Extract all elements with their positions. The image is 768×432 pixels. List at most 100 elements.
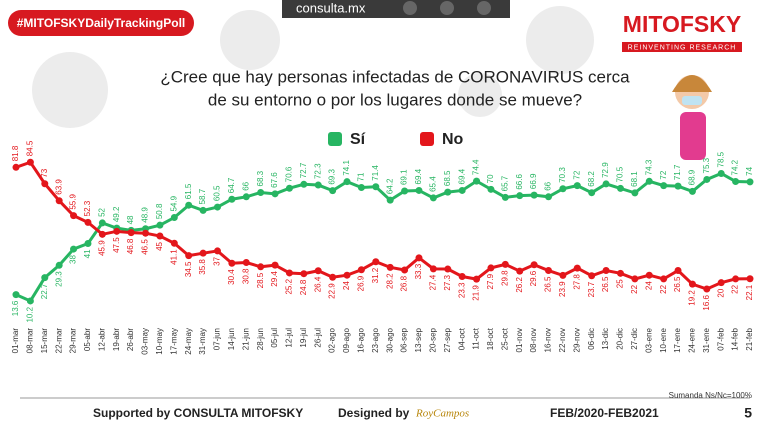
point: [501, 260, 509, 268]
hashtag: #MITOFSKYDailyTrackingPoll: [17, 16, 186, 30]
data-label: 68.1: [630, 171, 639, 187]
x-tick-label: 29-nov: [572, 328, 581, 352]
point: [242, 193, 250, 201]
data-label: 22: [630, 284, 639, 293]
data-label: 26.5: [544, 276, 553, 292]
x-tick-label: 14-feb: [731, 327, 740, 350]
x-tick-label: 31-may: [198, 328, 207, 355]
point: [703, 285, 711, 293]
data-label: 41.1: [169, 249, 178, 265]
data-label: 29.4: [270, 271, 279, 287]
x-tick-label: 22-mar: [54, 328, 63, 354]
data-label: 26.4: [313, 276, 322, 292]
x-tick-label: 05-jul: [270, 328, 279, 348]
point: [314, 181, 322, 189]
x-tick-label: 27-sep: [443, 327, 452, 352]
x-tick-label: 21-jun: [241, 328, 250, 350]
data-label: 19.2: [688, 290, 697, 306]
point: [616, 184, 624, 192]
point: [271, 261, 279, 269]
point: [415, 254, 423, 262]
point: [70, 245, 78, 253]
x-tick-label: 07-feb: [716, 327, 725, 350]
data-label: 72.7: [299, 162, 308, 178]
data-label: 48: [126, 215, 135, 224]
point: [372, 258, 380, 266]
data-label: 27.4: [428, 274, 437, 290]
x-tick-label: 08-nov: [529, 328, 538, 352]
data-label: 55.9: [69, 194, 78, 210]
x-tick-label: 12-jul: [285, 328, 294, 348]
data-label: 38: [69, 255, 78, 264]
icon-twitter[interactable]: [403, 1, 417, 15]
chart-subtitle: de su entorno o por los lugares donde se…: [208, 90, 582, 109]
x-tick-label: 26-jul: [313, 328, 322, 348]
point: [156, 232, 164, 240]
point: [386, 263, 394, 271]
point: [746, 178, 754, 186]
point: [213, 247, 221, 255]
data-label: 37: [213, 256, 222, 265]
x-tick-label: 24-ene: [688, 327, 697, 352]
x-tick-label: 31-ene: [702, 327, 711, 352]
series-line: [15, 171, 751, 303]
data-label: 70.5: [616, 166, 625, 182]
x-tick-label: 13-dic: [601, 328, 610, 350]
data-label: 27.3: [443, 274, 452, 290]
point: [746, 275, 754, 283]
data-label: 27.9: [486, 273, 495, 289]
point: [429, 194, 437, 202]
data-label: 25.2: [285, 278, 294, 294]
data-label: 21.9: [472, 285, 481, 301]
x-tick-label: 17-ene: [673, 327, 682, 352]
point: [41, 274, 49, 282]
x-tick-label: 14-jun: [227, 328, 236, 350]
point: [717, 169, 725, 177]
data-label: 84.5: [26, 140, 35, 156]
point: [717, 279, 725, 287]
point: [602, 180, 610, 188]
data-label: 29.8: [500, 270, 509, 286]
x-tick-label: 12-abr: [97, 328, 106, 351]
data-label: 74: [745, 166, 754, 175]
data-label: 81.8: [11, 145, 20, 161]
point: [343, 271, 351, 279]
x-tick-label: 16-nov: [544, 328, 553, 352]
x-tick-label: 08-mar: [26, 328, 35, 354]
point: [26, 158, 34, 166]
data-label: 68.2: [587, 171, 596, 187]
icon-youtube[interactable]: [477, 1, 491, 15]
point: [285, 269, 293, 277]
data-label: 26.9: [357, 275, 366, 291]
x-tick-label: 30-ago: [385, 327, 394, 352]
data-label: 71.4: [371, 165, 380, 181]
point: [55, 261, 63, 269]
point: [55, 197, 63, 205]
point: [142, 229, 150, 237]
data-label: 29.3: [54, 271, 63, 287]
data-label: 74.4: [472, 159, 481, 175]
point: [530, 261, 538, 269]
point: [401, 266, 409, 274]
data-label: 67.6: [270, 172, 279, 188]
data-label: 28.2: [385, 273, 394, 289]
data-label: 75.3: [702, 157, 711, 173]
legend-swatch: [420, 132, 434, 146]
point: [228, 195, 236, 203]
data-label: 69.4: [457, 168, 466, 184]
data-label: 22: [659, 284, 668, 293]
data-label: 66.9: [529, 173, 538, 189]
x-tick-label: 10-ene: [659, 327, 668, 352]
data-label: 13.6: [11, 300, 20, 316]
data-label: 27.8: [572, 274, 581, 290]
point: [458, 186, 466, 194]
point: [458, 273, 466, 281]
point: [271, 190, 279, 198]
data-label: 52: [97, 207, 106, 216]
data-label: 73: [40, 168, 49, 177]
icon-facebook[interactable]: [440, 1, 454, 15]
brand: MITOFSKY: [623, 11, 741, 37]
data-label: 34.5: [184, 261, 193, 277]
point: [98, 219, 106, 227]
point: [732, 275, 740, 283]
